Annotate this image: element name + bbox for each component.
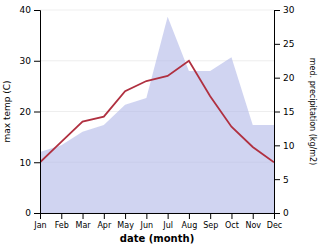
tick: Oct (225, 213, 239, 230)
tick-mark (274, 145, 280, 146)
axis-line (275, 11, 281, 214)
tick-mark (34, 112, 40, 113)
marks (40, 17, 274, 213)
x-axis-title: date (month) (120, 233, 194, 244)
tick: Sep (203, 213, 218, 230)
tick-mark (104, 213, 105, 219)
x-axis: Jan Feb Mar Apr May Jun Jul Aug Sep Oct Nov Dec (33, 213, 282, 230)
tick-label: Feb (55, 221, 69, 230)
tick: Aug (182, 213, 198, 230)
tick-label: 0 (25, 208, 31, 218)
tick: Dec (267, 213, 282, 230)
tick-label: Jul (162, 221, 173, 230)
tick-label: 30 (283, 5, 295, 15)
tick-mark (274, 10, 280, 11)
tick: 20 (20, 107, 40, 117)
y2-axis: 0 5 10 15 20 25 30 (274, 5, 295, 218)
tick-label: 40 (20, 5, 32, 15)
tick-label: Nov (245, 221, 261, 230)
tick-label: Jun (140, 221, 154, 230)
tick-label: Aug (182, 221, 198, 230)
tick-mark (274, 44, 280, 45)
tick-label: 20 (20, 107, 32, 117)
tick-mark (274, 78, 280, 79)
tick-label: 20 (283, 73, 295, 83)
tick-mark (274, 112, 280, 113)
tick: Jun (140, 213, 154, 230)
plot: JanFebMarAprMayJunJulAugSepOctNovDec0102… (20, 5, 295, 229)
axis-line (41, 214, 275, 220)
tick: 15 (274, 107, 294, 117)
tick-label: 15 (283, 107, 294, 117)
tick: 10 (274, 141, 295, 151)
tick-mark (34, 162, 40, 163)
tick: 25 (274, 39, 294, 49)
chart: JanFebMarAprMayJunJulAugSepOctNovDec0102… (0, 0, 318, 247)
tick: 5 (274, 175, 289, 185)
tick-mark (125, 213, 126, 219)
tick: 30 (20, 56, 40, 66)
precipitation-area (40, 17, 274, 213)
tick: 40 (20, 5, 40, 15)
tick: Nov (245, 213, 261, 230)
tick-mark (253, 213, 254, 219)
tick-label: 10 (283, 141, 295, 151)
tick-label: Oct (225, 221, 239, 230)
tick-label: 10 (20, 158, 32, 168)
tick: Feb (55, 213, 69, 230)
tick: Jul (162, 213, 173, 230)
temperature-line (40, 61, 274, 163)
tick: Mar (75, 213, 91, 230)
tick: 0 (25, 208, 40, 218)
tick-mark (61, 213, 62, 219)
tick-label: 0 (283, 208, 289, 218)
tick-mark (34, 213, 40, 214)
tick: Jan (33, 213, 46, 230)
tick: 30 (274, 5, 295, 15)
tick-mark (274, 179, 280, 180)
y-axis: 0 10 20 30 40 (20, 5, 41, 218)
tick-mark (168, 213, 169, 219)
grid (40, 10, 274, 213)
tick-label: 5 (283, 175, 289, 185)
tick: 10 (20, 158, 40, 168)
tick-mark (34, 61, 40, 62)
tick-mark (146, 213, 147, 219)
tick-label: Jan (33, 221, 46, 230)
tick-label: 30 (20, 56, 32, 66)
tick-mark (34, 10, 40, 11)
tick-label: Dec (267, 221, 282, 230)
tick-mark (274, 213, 280, 214)
tick: 0 (274, 208, 289, 218)
tick-mark (189, 213, 190, 219)
tick-label: 25 (283, 39, 294, 49)
tick-mark (83, 213, 84, 219)
tick-mark (231, 213, 232, 219)
tick-mark (210, 213, 211, 219)
y-axis-title: max temp (C) (2, 80, 12, 142)
tick-label: Mar (75, 221, 91, 230)
tick: May (117, 213, 134, 230)
y2-axis-title: med. precipitation (kg/m2) (308, 58, 317, 165)
tick: 20 (274, 73, 295, 83)
axis-line (34, 11, 41, 214)
tick: Apr (97, 213, 112, 230)
tick-label: May (117, 221, 134, 230)
grid-line (40, 10, 274, 11)
tick-label: Sep (203, 221, 218, 230)
tick-label: Apr (97, 221, 112, 230)
